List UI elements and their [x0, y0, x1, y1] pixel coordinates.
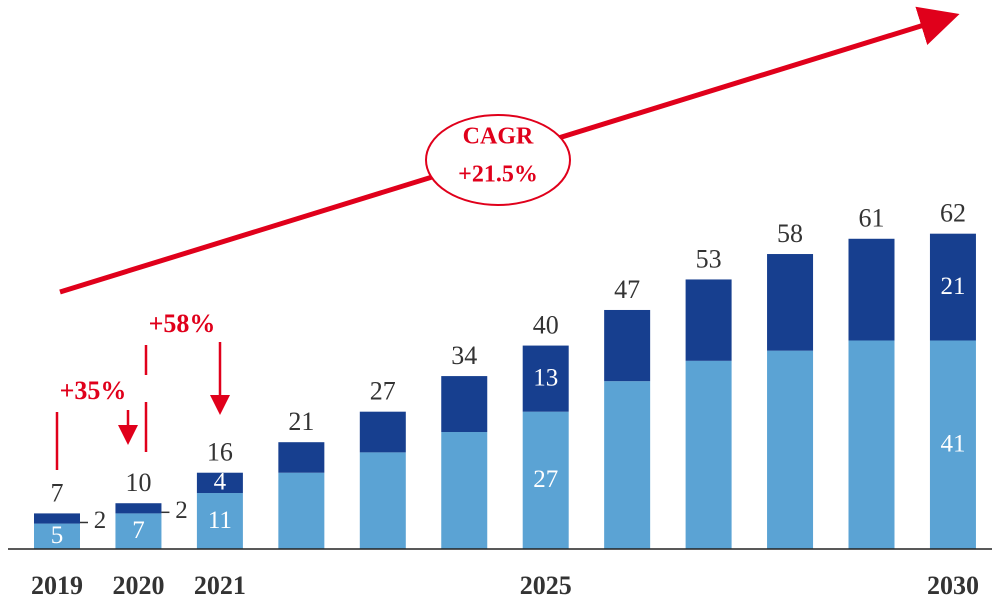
total-label: 58 [777, 219, 803, 248]
bar-segment [929, 340, 976, 549]
bar-segment [196, 493, 243, 549]
bar-segment [848, 340, 895, 549]
segment-label: 7 [132, 517, 145, 544]
segment-label: 5 [51, 522, 64, 549]
growth-label: +35% [60, 376, 127, 405]
bar-segment [767, 350, 814, 549]
total-label: 53 [696, 244, 722, 273]
segment-label: 2 [175, 497, 188, 524]
segment-label: 41 [940, 430, 965, 457]
total-label: 61 [859, 204, 885, 233]
bar-segment [685, 360, 732, 549]
x-tick-label: 2020 [112, 571, 164, 600]
x-tick-label: 2030 [927, 571, 979, 600]
segment-label: 21 [940, 273, 965, 300]
bar-segment [522, 345, 569, 412]
segment-label: 27 [533, 466, 558, 493]
bar-segment [115, 513, 162, 549]
bar-segment [604, 381, 651, 549]
total-label: 7 [51, 478, 64, 507]
total-label: 34 [451, 341, 477, 370]
bar-segment [34, 513, 80, 524]
growth-label: +58% [149, 309, 216, 338]
bar-segment [34, 523, 80, 549]
bar-segment [359, 452, 406, 549]
x-tick-label: 2019 [31, 571, 83, 600]
bar-segment [767, 254, 814, 351]
bar-segment [278, 472, 325, 549]
bar-segment [929, 233, 976, 341]
bar-segment [196, 472, 243, 494]
bar-segment [848, 238, 895, 341]
segment-label: 4 [214, 469, 227, 496]
bar-segment [604, 309, 651, 382]
bar-segment [115, 503, 162, 514]
plot: 5272019721020201141620212127342713402025… [8, 199, 992, 600]
cagr-ellipse [425, 114, 571, 206]
total-label: 62 [940, 199, 966, 228]
total-label: 10 [125, 468, 151, 497]
bar-segment [685, 279, 732, 361]
total-label: 21 [288, 407, 314, 436]
bar-segment [278, 442, 325, 473]
bar-segment [522, 411, 569, 549]
total-label: 27 [370, 377, 396, 406]
bar-segment [441, 432, 488, 549]
total-label: 16 [207, 438, 233, 467]
cagr-title: CAGR [463, 124, 534, 150]
segment-label: 2 [94, 507, 107, 534]
segment-label: 13 [533, 364, 558, 391]
bar-segment [359, 411, 406, 453]
bar-segment [441, 376, 488, 433]
annotations: CAGR +21.5% +35% +58% [55, 6, 960, 470]
x-tick-label: 2021 [194, 571, 246, 600]
cagr-value: +21.5% [458, 162, 538, 188]
x-tick-label: 2025 [520, 571, 572, 600]
segment-label: 11 [208, 507, 232, 534]
total-label: 47 [614, 275, 640, 304]
total-label: 40 [533, 311, 559, 340]
